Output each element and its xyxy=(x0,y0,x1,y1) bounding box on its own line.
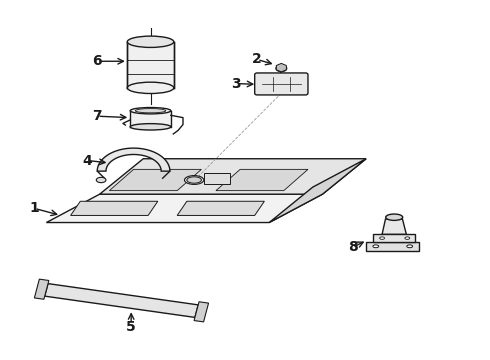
Ellipse shape xyxy=(373,245,379,248)
Ellipse shape xyxy=(130,123,171,130)
Bar xyxy=(366,242,419,251)
Ellipse shape xyxy=(405,237,410,239)
Polygon shape xyxy=(71,201,158,215)
Ellipse shape xyxy=(135,109,166,113)
Polygon shape xyxy=(177,201,265,215)
Polygon shape xyxy=(97,148,170,171)
Ellipse shape xyxy=(127,82,174,94)
Ellipse shape xyxy=(276,65,287,72)
Text: 6: 6 xyxy=(93,54,102,68)
Ellipse shape xyxy=(127,36,174,48)
Polygon shape xyxy=(99,159,366,194)
Bar xyxy=(127,42,174,88)
Bar xyxy=(130,111,171,127)
Ellipse shape xyxy=(407,245,413,248)
Text: 5: 5 xyxy=(126,320,136,334)
Polygon shape xyxy=(194,302,209,322)
Polygon shape xyxy=(109,169,201,191)
Polygon shape xyxy=(216,169,308,191)
Polygon shape xyxy=(47,194,322,222)
Polygon shape xyxy=(269,159,366,222)
Ellipse shape xyxy=(380,237,385,239)
Text: 3: 3 xyxy=(231,77,241,91)
Text: 1: 1 xyxy=(29,201,39,215)
Bar xyxy=(373,234,415,242)
Polygon shape xyxy=(34,279,49,299)
Bar xyxy=(204,173,230,184)
Polygon shape xyxy=(382,219,406,234)
Ellipse shape xyxy=(184,176,204,184)
Ellipse shape xyxy=(187,177,201,183)
Ellipse shape xyxy=(386,214,403,220)
Polygon shape xyxy=(45,284,198,318)
Text: 2: 2 xyxy=(252,53,262,67)
Text: 4: 4 xyxy=(83,153,93,167)
Text: 7: 7 xyxy=(93,109,102,123)
Text: 8: 8 xyxy=(348,240,357,255)
Ellipse shape xyxy=(130,108,171,114)
FancyBboxPatch shape xyxy=(255,73,308,95)
Ellipse shape xyxy=(96,177,106,183)
